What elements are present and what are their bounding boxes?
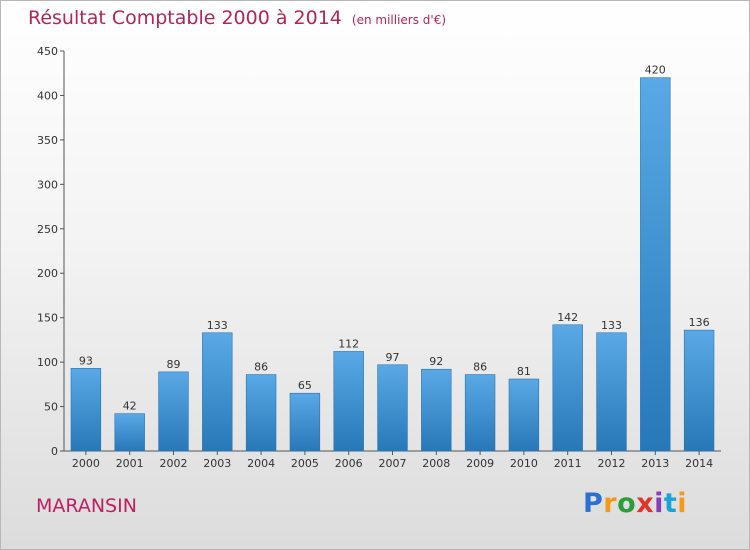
x-tick-label: 2013 — [641, 457, 669, 470]
x-tick-label: 2011 — [554, 457, 582, 470]
y-tick-label: 400 — [37, 89, 58, 102]
commune-name: MARANSIN — [36, 495, 137, 517]
x-tick-label: 2007 — [379, 457, 407, 470]
bar-value-label: 97 — [386, 351, 400, 364]
bar — [596, 332, 627, 452]
bar — [421, 368, 452, 452]
y-tick-label: 150 — [37, 312, 58, 325]
y-tick-label: 300 — [37, 178, 58, 191]
x-tick-label: 2000 — [72, 457, 100, 470]
bar-value-label: 133 — [207, 319, 228, 332]
bar-value-label: 42 — [123, 400, 137, 413]
x-tick-label: 2006 — [335, 457, 363, 470]
x-tick-label: 2009 — [466, 457, 494, 470]
bar-value-label: 93 — [79, 354, 93, 367]
bar-value-label: 133 — [601, 319, 622, 332]
x-tick-label: 2001 — [116, 457, 144, 470]
proxiti-logo: Proxiti — [583, 488, 688, 519]
bar-value-label: 92 — [429, 355, 443, 368]
bar-value-label: 112 — [338, 337, 359, 350]
bar — [202, 332, 233, 452]
x-tick-label: 2003 — [203, 457, 231, 470]
bar — [508, 378, 540, 452]
x-tick-label: 2002 — [160, 457, 188, 470]
x-tick-label: 2014 — [685, 457, 713, 470]
bar-value-label: 142 — [557, 311, 578, 324]
x-tick-label: 2010 — [510, 457, 538, 470]
bar — [464, 374, 496, 452]
bar-value-label: 81 — [517, 365, 531, 378]
bar — [114, 413, 145, 452]
bar — [245, 374, 277, 452]
x-tick-label: 2004 — [247, 457, 275, 470]
chart-subtitle: (en milliers d'€) — [351, 13, 447, 27]
bar — [377, 364, 408, 452]
bar — [289, 392, 321, 452]
bar — [640, 77, 671, 452]
y-tick-label: 0 — [51, 445, 58, 458]
bar — [333, 351, 364, 452]
x-tick-label: 2005 — [291, 457, 319, 470]
y-tick-label: 350 — [37, 134, 58, 147]
bar — [158, 371, 189, 452]
bar-value-label: 420 — [645, 64, 666, 77]
y-tick-label: 100 — [37, 356, 58, 369]
chart-title: Résultat Comptable 2000 à 2014 — [28, 7, 342, 29]
y-tick-label: 250 — [37, 223, 58, 236]
title-row: Résultat Comptable 2000 à 2014 (en millie… — [28, 7, 446, 29]
y-tick-label: 200 — [37, 267, 58, 280]
bar — [70, 368, 102, 452]
y-tick-label: 450 — [37, 45, 58, 58]
bar — [683, 329, 715, 452]
bar — [552, 324, 583, 452]
bar-value-label: 136 — [689, 316, 710, 329]
x-tick-label: 2008 — [422, 457, 450, 470]
bar-value-label: 89 — [167, 358, 181, 371]
bar-value-label: 65 — [298, 379, 312, 392]
y-tick-label: 50 — [44, 401, 58, 414]
bar-value-label: 86 — [473, 361, 487, 374]
x-tick-label: 2012 — [598, 457, 626, 470]
bar-value-label: 86 — [254, 361, 268, 374]
